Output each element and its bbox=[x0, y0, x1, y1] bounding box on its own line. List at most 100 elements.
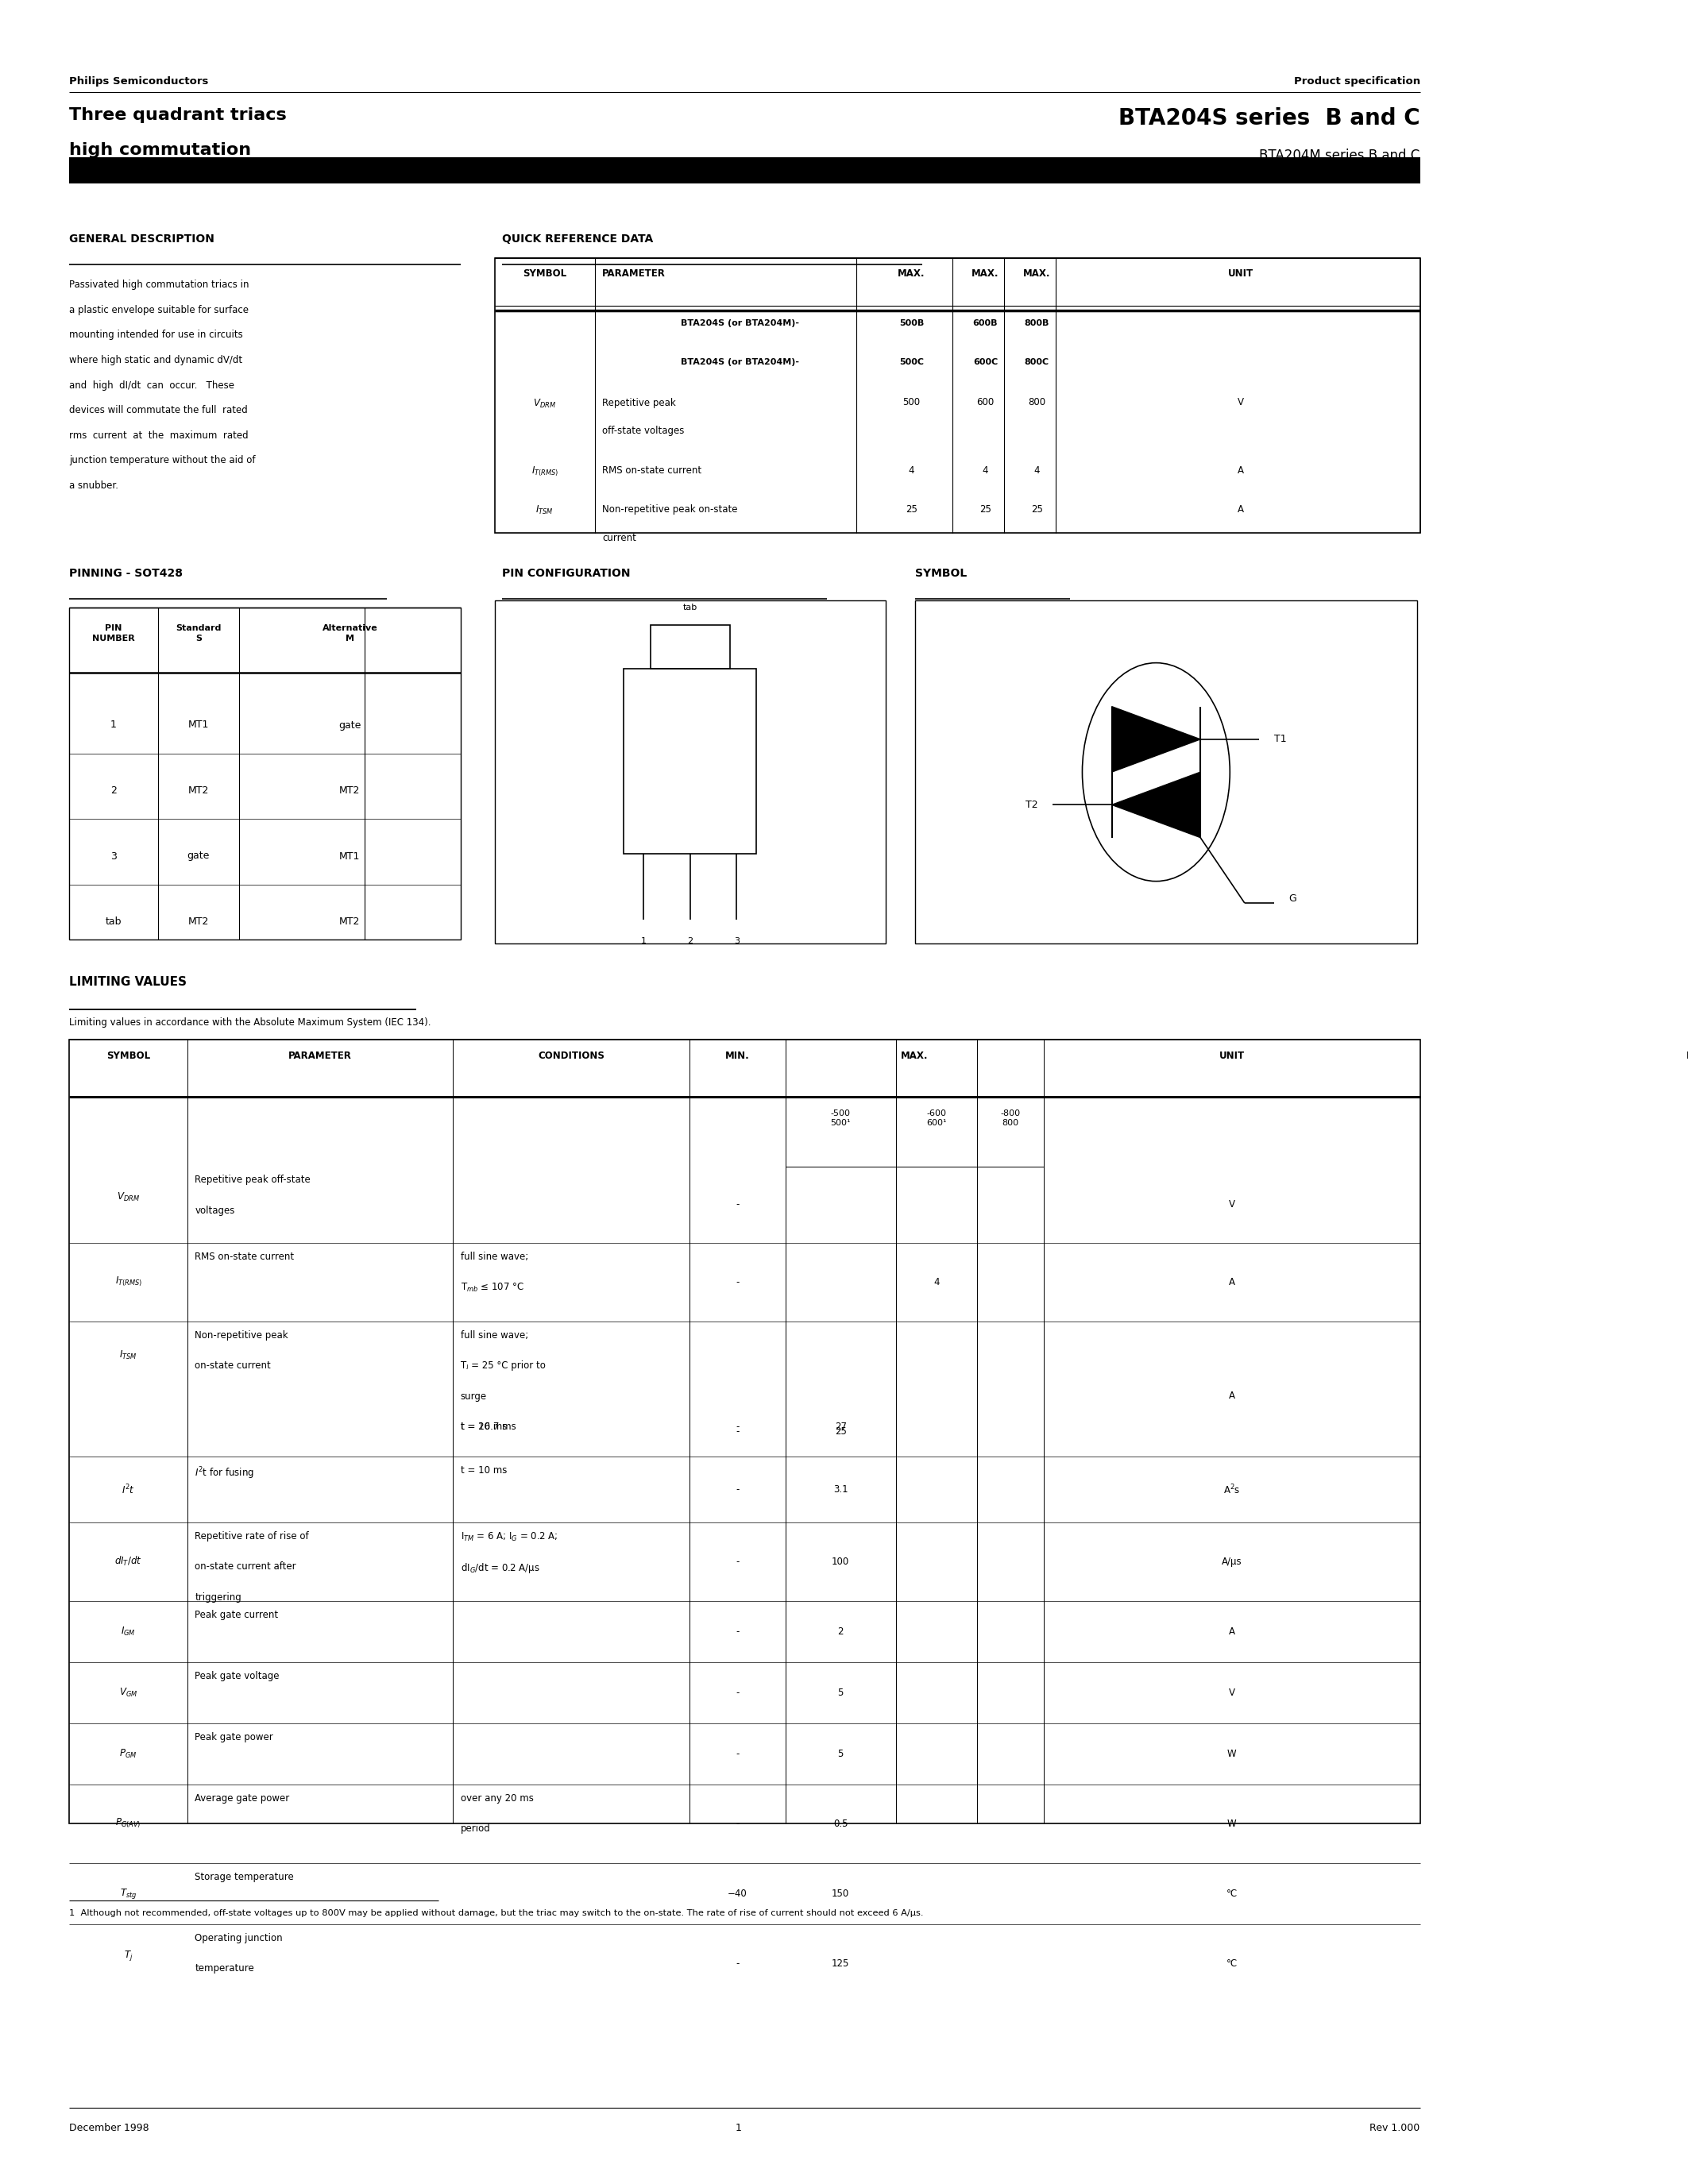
Text: PARAMETER: PARAMETER bbox=[603, 269, 665, 280]
Text: -500
500¹: -500 500¹ bbox=[830, 1109, 851, 1127]
Bar bbox=[495, 258, 1420, 533]
Text: 2: 2 bbox=[687, 937, 692, 946]
Polygon shape bbox=[1112, 773, 1200, 839]
Text: PARAMETER: PARAMETER bbox=[289, 1051, 353, 1061]
Text: tab: tab bbox=[684, 603, 697, 612]
Text: RMS on-state current: RMS on-state current bbox=[194, 1251, 294, 1262]
Text: 500: 500 bbox=[903, 397, 920, 408]
Text: -: - bbox=[736, 1422, 739, 1433]
Text: triggering: triggering bbox=[194, 1592, 241, 1603]
Text: Repetitive rate of rise of: Repetitive rate of rise of bbox=[194, 1531, 309, 1542]
Text: 500C: 500C bbox=[900, 358, 923, 367]
Text: current: current bbox=[603, 533, 636, 544]
Text: full sine wave;: full sine wave; bbox=[461, 1251, 528, 1262]
Text: A$^2$s: A$^2$s bbox=[1224, 1483, 1241, 1496]
Text: Alternative
M: Alternative M bbox=[322, 625, 378, 642]
Text: 150: 150 bbox=[832, 1889, 849, 1898]
Text: 800C: 800C bbox=[1025, 358, 1050, 367]
Text: Passivated high commutation triacs in: Passivated high commutation triacs in bbox=[69, 280, 250, 290]
Text: Operating junction: Operating junction bbox=[194, 1933, 282, 1944]
Text: V: V bbox=[1237, 397, 1244, 408]
Text: $I_{T(RMS)}$: $I_{T(RMS)}$ bbox=[115, 1275, 142, 1289]
Text: devices will commutate the full  rated: devices will commutate the full rated bbox=[69, 406, 248, 415]
Text: °C: °C bbox=[1225, 1959, 1237, 1968]
Text: full sine wave;: full sine wave; bbox=[461, 1330, 528, 1341]
Text: 2: 2 bbox=[837, 1627, 844, 1636]
Text: MT1: MT1 bbox=[187, 721, 209, 729]
Text: −40: −40 bbox=[728, 1889, 748, 1898]
Text: a plastic envelope suitable for surface: a plastic envelope suitable for surface bbox=[69, 306, 248, 314]
Text: $dI_T/dt$: $dI_T/dt$ bbox=[115, 1555, 142, 1568]
Text: MAX.: MAX. bbox=[972, 269, 999, 280]
Text: W: W bbox=[1227, 1819, 1236, 1828]
Text: Repetitive peak off-state: Repetitive peak off-state bbox=[194, 1175, 311, 1186]
Text: MAX.: MAX. bbox=[898, 269, 925, 280]
Text: 800: 800 bbox=[1028, 397, 1047, 408]
Text: Peak gate voltage: Peak gate voltage bbox=[194, 1671, 280, 1682]
Text: period: period bbox=[461, 1824, 491, 1835]
Text: mounting intended for use in circuits: mounting intended for use in circuits bbox=[69, 330, 243, 341]
Text: BTA204S (or BTA204M)-: BTA204S (or BTA204M)- bbox=[680, 319, 800, 328]
Text: 25: 25 bbox=[836, 1426, 847, 1437]
Text: Rev 1.000: Rev 1.000 bbox=[1369, 2123, 1420, 2134]
Text: $I_{T(RMS)}$: $I_{T(RMS)}$ bbox=[532, 465, 559, 478]
Text: -: - bbox=[736, 1627, 739, 1636]
Text: $P_{GM}$: $P_{GM}$ bbox=[120, 1747, 137, 1760]
Text: -800
800: -800 800 bbox=[1001, 1109, 1020, 1127]
Bar bbox=[650, 625, 729, 668]
Text: -: - bbox=[736, 1749, 739, 1758]
Bar bbox=[69, 157, 1420, 183]
Text: junction temperature without the aid of: junction temperature without the aid of bbox=[69, 456, 255, 465]
Text: BTA204S series  B and C: BTA204S series B and C bbox=[1119, 107, 1420, 129]
Text: where high static and dynamic dV/dt: where high static and dynamic dV/dt bbox=[69, 356, 243, 365]
Text: A: A bbox=[1229, 1391, 1236, 1400]
Text: $I^2$t for fusing: $I^2$t for fusing bbox=[194, 1465, 255, 1481]
Text: Average gate power: Average gate power bbox=[194, 1793, 290, 1804]
Text: Tⱼ = 25 °C prior to: Tⱼ = 25 °C prior to bbox=[461, 1361, 545, 1372]
Text: 100: 100 bbox=[832, 1557, 849, 1566]
Text: on-state current after: on-state current after bbox=[194, 1562, 295, 1572]
Text: -: - bbox=[736, 1485, 739, 1494]
Text: dI$_G$/dt = 0.2 A/μs: dI$_G$/dt = 0.2 A/μs bbox=[461, 1562, 540, 1575]
Text: 4: 4 bbox=[933, 1278, 940, 1286]
Text: A: A bbox=[1237, 465, 1244, 476]
Text: PIN
NUMBER: PIN NUMBER bbox=[93, 625, 135, 642]
Text: MT2: MT2 bbox=[187, 917, 209, 926]
Text: PIN CONFIGURATION: PIN CONFIGURATION bbox=[501, 568, 630, 579]
Text: t = 16.7 ms: t = 16.7 ms bbox=[461, 1422, 517, 1433]
Text: 800B: 800B bbox=[1025, 319, 1050, 328]
Text: °C: °C bbox=[1225, 1889, 1237, 1898]
Text: -: - bbox=[736, 1199, 739, 1210]
Text: 3: 3 bbox=[734, 937, 739, 946]
Text: -: - bbox=[736, 1819, 739, 1828]
Text: MAX.: MAX. bbox=[1023, 269, 1050, 280]
Text: $V_{GM}$: $V_{GM}$ bbox=[120, 1686, 138, 1699]
Text: 125: 125 bbox=[832, 1959, 849, 1968]
Text: 4: 4 bbox=[982, 465, 987, 476]
Text: -: - bbox=[736, 1426, 739, 1437]
Text: I$_{TM}$ = 6 A; I$_G$ = 0.2 A;: I$_{TM}$ = 6 A; I$_G$ = 0.2 A; bbox=[461, 1531, 557, 1542]
Text: high commutation: high commutation bbox=[69, 142, 252, 157]
Text: Repetitive peak: Repetitive peak bbox=[603, 397, 675, 408]
Text: 1: 1 bbox=[734, 2123, 741, 2134]
Text: gate: gate bbox=[187, 852, 209, 860]
Text: 600C: 600C bbox=[972, 358, 998, 367]
Text: A: A bbox=[1229, 1278, 1236, 1286]
Text: 5: 5 bbox=[837, 1688, 844, 1697]
Text: V: V bbox=[1229, 1688, 1236, 1697]
Text: G: G bbox=[1290, 893, 1296, 904]
Text: T2: T2 bbox=[1026, 799, 1038, 810]
Text: MT2: MT2 bbox=[339, 917, 360, 926]
Text: BTA204M series B and C: BTA204M series B and C bbox=[1259, 149, 1420, 164]
Text: Philips Semiconductors: Philips Semiconductors bbox=[69, 76, 209, 87]
Text: Limiting values in accordance with the Absolute Maximum System (IEC 134).: Limiting values in accordance with the A… bbox=[69, 1018, 430, 1029]
Text: GENERAL DESCRIPTION: GENERAL DESCRIPTION bbox=[69, 234, 214, 245]
Text: 3: 3 bbox=[110, 852, 116, 860]
Text: MT2: MT2 bbox=[339, 786, 360, 795]
Text: a snubber.: a snubber. bbox=[69, 480, 118, 491]
Text: -: - bbox=[736, 1557, 739, 1566]
Text: LIMITING VALUES: LIMITING VALUES bbox=[69, 976, 187, 987]
Text: on-state current: on-state current bbox=[194, 1361, 270, 1372]
Text: surge: surge bbox=[461, 1391, 486, 1402]
Text: $I_{GM}$: $I_{GM}$ bbox=[122, 1625, 135, 1638]
